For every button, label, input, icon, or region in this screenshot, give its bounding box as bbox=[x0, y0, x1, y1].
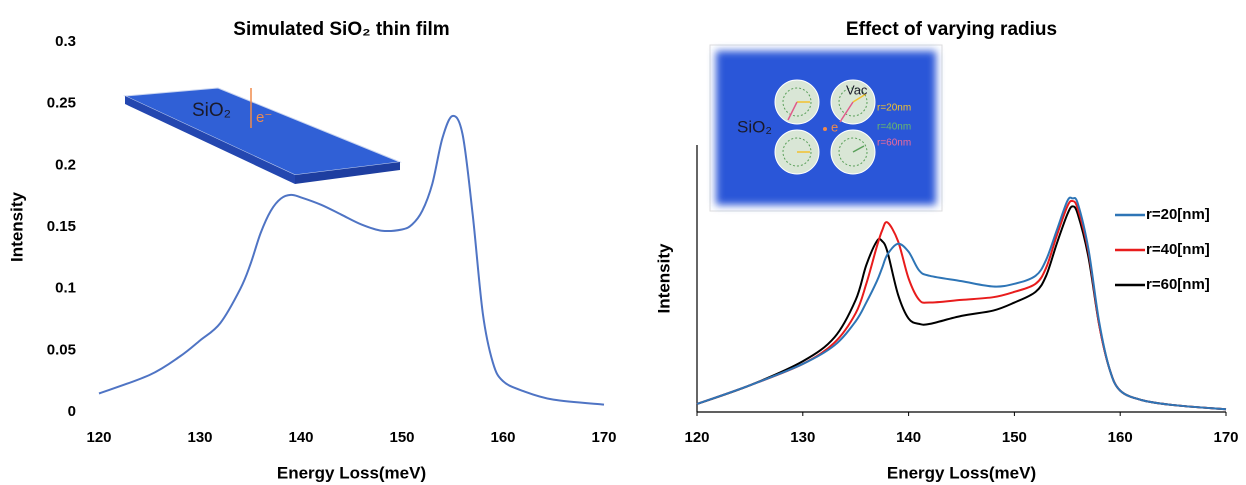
x-tick-label: 170 bbox=[591, 429, 616, 446]
x-axis-label: Energy Loss(meV) bbox=[277, 463, 426, 482]
x-tick-label: 130 bbox=[790, 429, 815, 446]
line bbox=[697, 206, 1226, 409]
inset-label: e bbox=[831, 119, 838, 134]
y-tick-label: 0.05 bbox=[47, 341, 76, 358]
charts: Simulated SiO₂ thin film Energy Loss(meV)… bbox=[7, 19, 1238, 482]
x-tick-label: 160 bbox=[490, 429, 515, 446]
y-tick-label: 0.2 bbox=[55, 156, 76, 173]
x-tick-label: 150 bbox=[389, 429, 414, 446]
y-tick-label: 0.3 bbox=[55, 33, 76, 50]
x-tick-label: 130 bbox=[187, 429, 212, 446]
slab-inset: SiO₂ e⁻ bbox=[125, 88, 400, 184]
legend-label: r=40[nm] bbox=[1146, 241, 1210, 258]
holes-inset: SiO₂ Vac e r=20nm r=40nm r=60nm bbox=[710, 45, 942, 211]
x-tick-label: 140 bbox=[288, 429, 313, 446]
x-tick-label: 120 bbox=[684, 429, 709, 446]
y-tick-label: 0.15 bbox=[47, 218, 76, 235]
figure: SiO₂ e⁻ SiO₂ Vac e r=20 bbox=[0, 0, 1246, 485]
chart-title: Simulated SiO₂ thin film bbox=[233, 19, 449, 40]
inset-label: r=40nm bbox=[877, 122, 911, 133]
x-tick-label: 150 bbox=[1002, 429, 1027, 446]
y-tick-label: 0.1 bbox=[55, 280, 76, 297]
line bbox=[697, 201, 1226, 409]
inset-label: Vac bbox=[846, 82, 868, 97]
legend-label: r=60[nm] bbox=[1146, 276, 1210, 293]
x-tick-label: 140 bbox=[896, 429, 921, 446]
inset-label: r=60nm bbox=[877, 138, 911, 149]
y-tick-label: 0 bbox=[68, 403, 76, 420]
y-tick-label: 0.25 bbox=[47, 95, 76, 112]
inset-label: SiO₂ bbox=[737, 117, 772, 136]
y-axis-label: Intensity bbox=[654, 243, 673, 313]
line bbox=[697, 198, 1226, 410]
x-tick-label: 170 bbox=[1213, 429, 1238, 446]
electron-dot bbox=[823, 127, 827, 131]
y-axis-label: Intensity bbox=[7, 192, 26, 262]
slab-label: SiO₂ bbox=[192, 100, 231, 121]
electron-label: e⁻ bbox=[256, 109, 272, 126]
x-axis-label: Energy Loss(meV) bbox=[887, 463, 1036, 482]
legend-label: r=20[nm] bbox=[1146, 206, 1210, 223]
x-tick-label: 120 bbox=[86, 429, 111, 446]
x-tick-label: 160 bbox=[1108, 429, 1133, 446]
inset-label: r=20nm bbox=[877, 103, 911, 114]
chart-title: Effect of varying radius bbox=[846, 19, 1057, 40]
